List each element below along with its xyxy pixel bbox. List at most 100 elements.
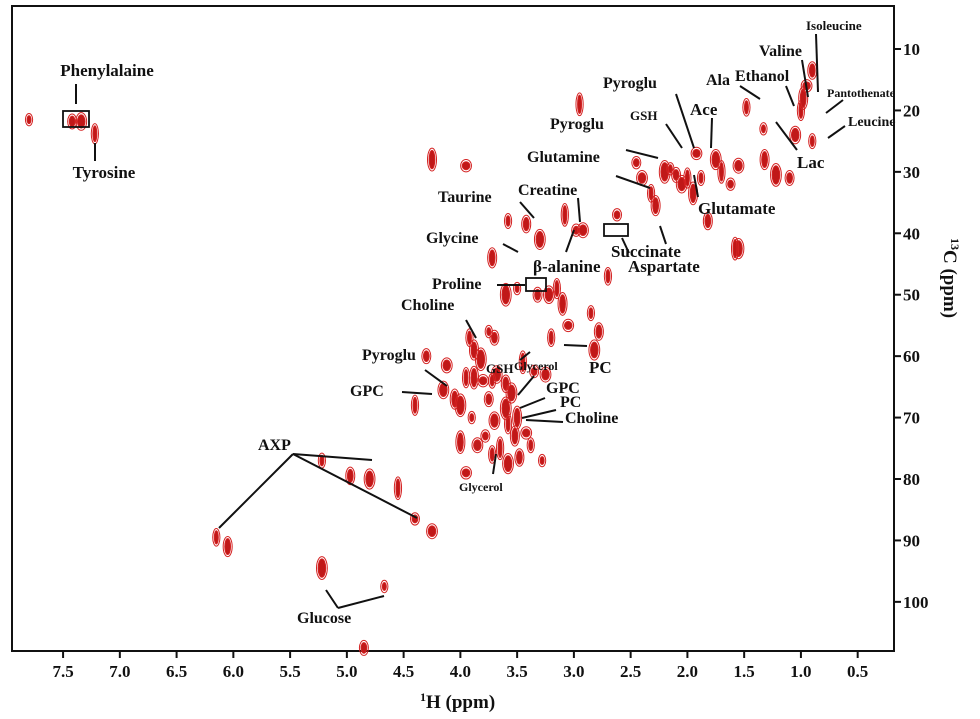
label-aspartate: Aspartate [628, 257, 700, 276]
axis-ticks: 7.5 7.0 6.5 6.0 5.5 5.0 4.5 4.0 3.5 3.0 2.5 2.0 1.5 1… [52, 40, 928, 681]
y-tick-label: 20 [903, 101, 920, 120]
label-leucine: Leucine [848, 115, 895, 130]
peak-core [704, 213, 712, 229]
x-tick-label: 7.5 [52, 662, 73, 681]
peak-contour [547, 328, 556, 348]
peak-core [463, 369, 469, 387]
peak-outer-contour [512, 405, 523, 430]
peak-contour [666, 162, 675, 176]
label-lac: Lac [797, 153, 825, 172]
x-tick-label: 7.0 [109, 662, 130, 681]
peak-outer-contour [496, 436, 505, 461]
peak-core [590, 341, 599, 359]
peak-contour [709, 148, 722, 171]
peak-outer-contour [212, 528, 221, 547]
peak-outer-contour [532, 286, 543, 303]
peak-outer-contour [426, 523, 438, 540]
peak-outer-contour [24, 112, 34, 127]
peak-contour [798, 86, 809, 111]
peak-contour [467, 410, 476, 425]
peak-outer-contour [488, 372, 497, 389]
peak-core [595, 324, 603, 339]
x-axis-title-text: H (ppm) [426, 692, 495, 713]
label-choline-1: Choline [401, 297, 454, 314]
peak-contour [533, 228, 546, 251]
peak-core [613, 210, 621, 220]
x-tick-label: 5.0 [336, 662, 357, 681]
peak-core [456, 432, 464, 452]
peak-contour [440, 357, 453, 374]
peak-core [535, 231, 545, 248]
peak-outer-contour [520, 426, 533, 440]
peak-outer-contour [575, 92, 584, 117]
peak-contour [784, 170, 795, 186]
peak-contour [460, 466, 472, 480]
peak-core [381, 582, 387, 591]
peak-contour [503, 213, 513, 229]
peak-core [395, 478, 401, 498]
peak-core [799, 88, 807, 108]
peak-core [503, 455, 513, 473]
peak-contour [358, 639, 369, 656]
peak-core [761, 151, 768, 168]
peak-core [743, 100, 749, 115]
peak-outer-contour [455, 430, 466, 455]
annotation-leaders [75, 33, 846, 609]
peak-contour [496, 436, 505, 461]
peak-outer-contour [759, 148, 770, 171]
x-tick-label: 1.5 [734, 662, 755, 681]
peak-outer-contour [474, 347, 487, 372]
label-glycerol-2: Glycerol [459, 480, 503, 494]
peak-outer-contour [560, 202, 569, 227]
peak-outer-contour [499, 396, 512, 421]
peak-outer-contour [489, 329, 500, 346]
peak-core [481, 431, 489, 441]
peak-core [213, 530, 219, 545]
peak-outer-contour [557, 292, 568, 316]
peak-outer-contour [490, 365, 503, 384]
x-tick-label: 5.5 [279, 662, 300, 681]
label-ethanol: Ethanol [735, 68, 790, 85]
peak-core [412, 396, 418, 414]
peak-contour [557, 292, 568, 316]
peak-core [528, 439, 534, 452]
peak-core [427, 525, 437, 538]
peak-outer-contour [505, 382, 518, 404]
peak-outer-contour [502, 453, 514, 475]
peak-outer-contour [588, 339, 601, 361]
peak-outer-contour [593, 322, 604, 341]
peak-core [501, 285, 511, 305]
peak-contour [730, 236, 740, 261]
peak-outer-contour [514, 448, 525, 467]
peak-core [786, 172, 793, 184]
peak-core [488, 249, 496, 267]
peak-core [511, 427, 519, 445]
label-pc-2: PC [560, 394, 581, 411]
peak-contour [488, 411, 501, 430]
x-tick-label: 4.5 [393, 662, 414, 681]
peak-outer-contour [460, 466, 472, 480]
peak-contour [520, 426, 533, 440]
label-valine: Valine [759, 43, 802, 60]
peak-core [554, 280, 560, 297]
peak-contour [593, 322, 604, 341]
peak-contour [702, 211, 713, 231]
peak-contour [426, 523, 438, 540]
y-tick-label: 50 [903, 286, 920, 305]
peak-core [689, 183, 697, 204]
peak-contour [538, 453, 547, 468]
peak-core [485, 393, 493, 405]
y-tick-label: 30 [903, 163, 920, 182]
y-axis-title-text: C (ppm) [939, 250, 960, 318]
peak-contour [552, 277, 561, 300]
peak-core [470, 341, 478, 359]
peak-core [534, 288, 541, 301]
peak-outer-contour [725, 177, 736, 191]
peak-core [521, 428, 531, 438]
peak-core [456, 395, 465, 415]
peak-core [605, 269, 611, 284]
peak-core [652, 197, 660, 215]
peak-core [492, 367, 502, 382]
peaks-layer [24, 61, 818, 656]
